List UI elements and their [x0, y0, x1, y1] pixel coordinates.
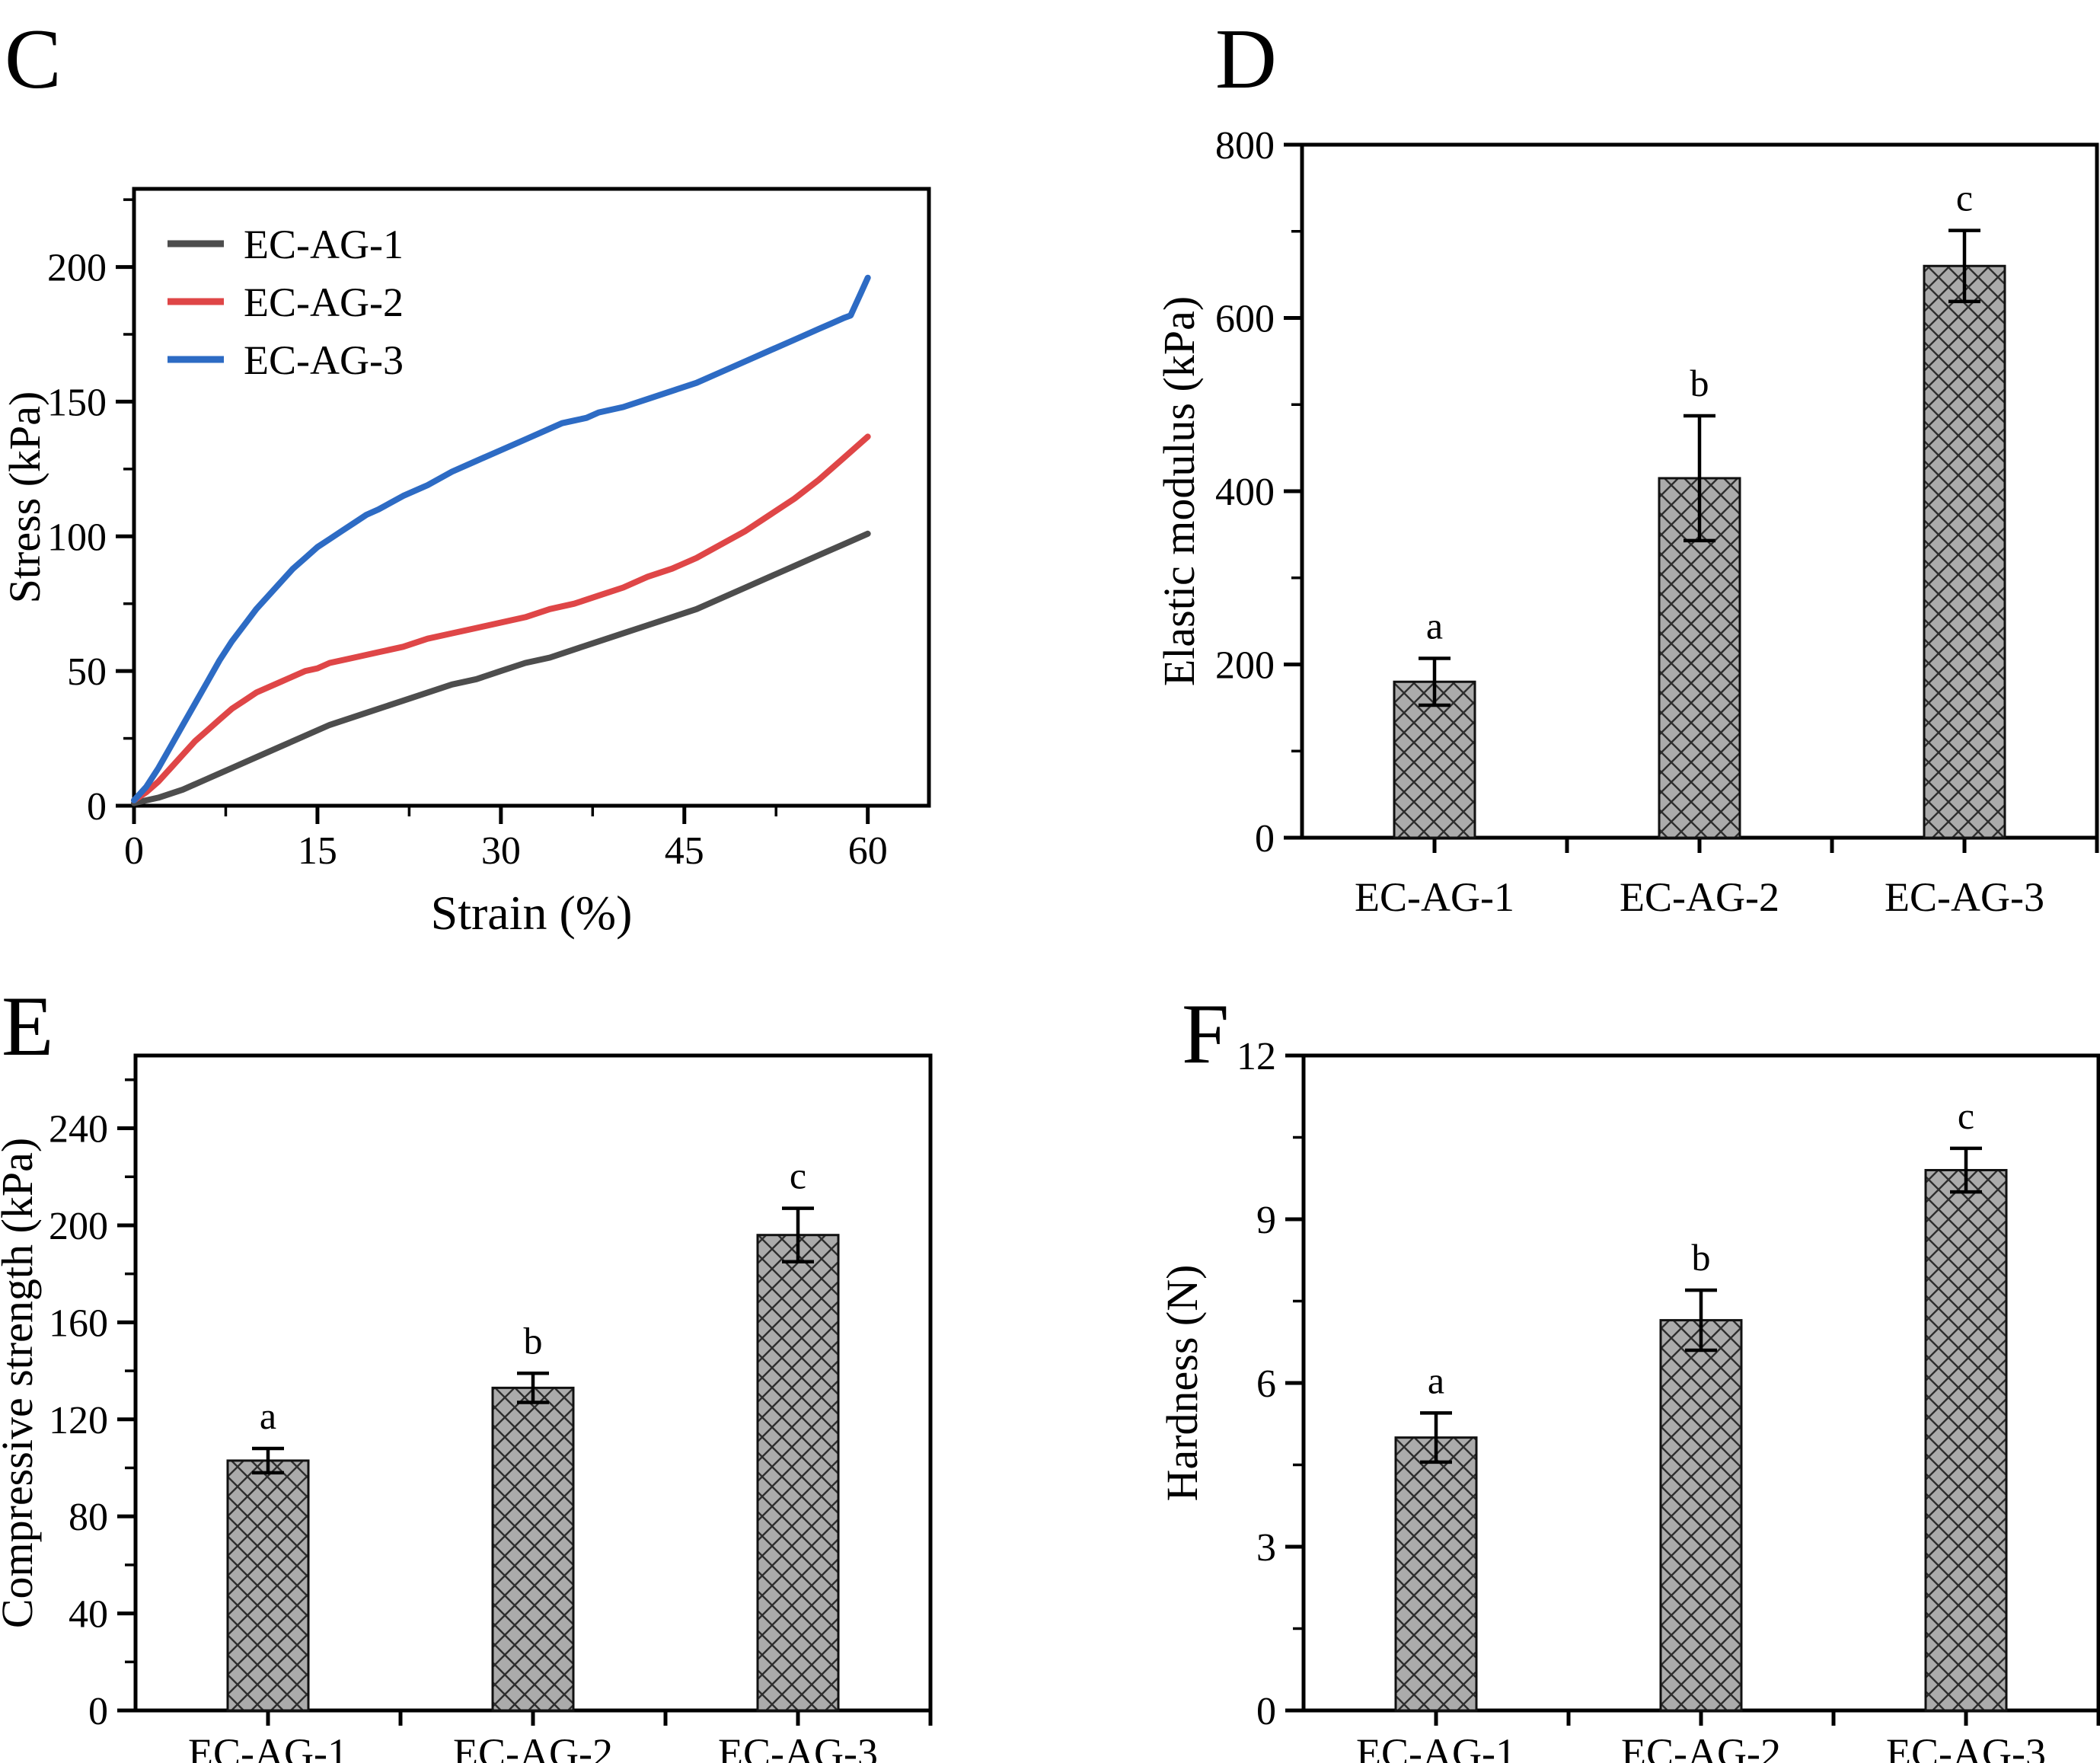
bar-ec-ag-2	[1659, 1319, 1743, 1712]
x-tick-label: 30	[481, 829, 521, 873]
x-tick-label: 15	[298, 829, 337, 873]
category-label: EC-AG-2	[1621, 1730, 1781, 1763]
bar-ec-ag-1	[1394, 1436, 1478, 1712]
y-tick-label: 150	[47, 381, 107, 424]
x-tick-label: 60	[848, 829, 888, 873]
sig-letter: a	[260, 1394, 276, 1437]
category-label: EC-AG-3	[1885, 874, 2044, 920]
sig-letter: c	[1956, 177, 1973, 219]
sig-letter: c	[790, 1155, 806, 1197]
y-axis-title: Compressive strength (kPa)	[0, 1138, 42, 1628]
y-tick-label: 12	[1237, 1035, 1276, 1078]
category-label: EC-AG-3	[718, 1730, 878, 1763]
category-label: EC-AG-2	[1620, 874, 1779, 920]
bar-ec-ag-3	[1924, 1169, 2008, 1712]
y-tick-label: 200	[47, 247, 107, 290]
y-tick-label: 9	[1256, 1199, 1276, 1242]
series-line-ec-ag-2	[131, 433, 871, 803]
elastic-modulus-bar-chart: 0 200 400 600 800 Elastic modulus (kPa) a EC-AG…	[1154, 124, 2099, 920]
category-label: EC-AG-3	[1886, 1730, 2046, 1763]
sig-letter: a	[1428, 1359, 1444, 1401]
bar-ec-ag-1	[226, 1459, 310, 1712]
category-label: EC-AG-1	[1356, 1730, 1516, 1763]
y-axis-title: Hardness (N)	[1157, 1265, 1207, 1502]
category-label: EC-AG-2	[453, 1730, 613, 1763]
y-tick-label: 0	[87, 785, 107, 829]
panel-letter-d: D	[1215, 12, 1277, 107]
category-label: EC-AG-1	[188, 1730, 348, 1763]
panel-letter-c: C	[5, 12, 62, 107]
y-tick-label: 600	[1215, 298, 1275, 341]
y-tick-label: 160	[49, 1301, 108, 1345]
bar-ec-ag-3	[756, 1234, 840, 1712]
legend-label: EC-AG-3	[244, 337, 404, 383]
x-tick-label: 45	[665, 829, 704, 873]
series-line-ec-ag-3	[131, 274, 871, 803]
bar-ec-ag-1	[1393, 680, 1476, 839]
y-tick-label: 120	[49, 1399, 108, 1442]
category-label: EC-AG-1	[1355, 874, 1514, 920]
x-tick-label: 0	[124, 829, 144, 873]
bar-ec-ag-3	[1923, 264, 2006, 839]
series-line-ec-ag-1	[131, 530, 871, 806]
y-tick-label: 200	[49, 1205, 108, 1248]
sig-letter: c	[1958, 1094, 1974, 1137]
y-tick-label: 100	[47, 516, 107, 559]
bar-ec-ag-2	[491, 1386, 575, 1712]
sig-letter: a	[1426, 605, 1443, 647]
y-tick-label: 3	[1256, 1526, 1276, 1570]
sig-letter: b	[524, 1319, 543, 1362]
y-tick-label: 0	[1255, 817, 1275, 861]
y-tick-label: 240	[49, 1108, 108, 1151]
panel-letter-e: E	[2, 979, 54, 1074]
y-tick-label: 0	[88, 1690, 108, 1733]
sig-letter: b	[1692, 1236, 1711, 1279]
stress-strain-line-chart: 0 50 100 150 200 0 15 30 45 60 Strain (%) Stress (k…	[0, 187, 931, 940]
y-tick-label: 200	[1215, 644, 1275, 688]
y-tick-label: 400	[1215, 471, 1275, 514]
sig-letter: b	[1690, 362, 1709, 404]
legend-label: EC-AG-2	[244, 279, 404, 325]
hardness-bar-chart: 0 3 6 9 12 Hardness (N) a EC-AG-1 b EC-AG-2 c EC-AG…	[1157, 1035, 2100, 1763]
legend-label: EC-AG-1	[244, 222, 404, 267]
panel-letter-f: F	[1182, 987, 1230, 1081]
y-axis-title: Elastic modulus (kPa)	[1154, 296, 1204, 686]
y-tick-label: 40	[69, 1593, 108, 1637]
y-tick-label: 6	[1256, 1362, 1276, 1406]
x-axis-title: Strain (%)	[431, 886, 633, 940]
y-tick-label: 800	[1215, 124, 1275, 168]
plot-border	[132, 187, 931, 808]
y-tick-label: 50	[67, 650, 107, 694]
y-tick-label: 0	[1256, 1690, 1276, 1733]
y-tick-label: 80	[69, 1496, 108, 1539]
y-axis-title: Stress (kPa)	[0, 391, 49, 604]
